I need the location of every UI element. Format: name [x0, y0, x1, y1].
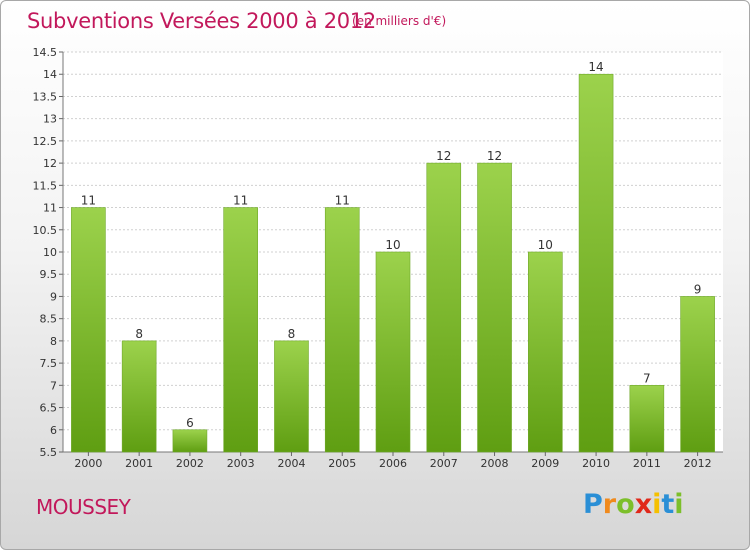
logo-letter: t — [661, 489, 675, 520]
bar — [680, 296, 715, 453]
y-tick-label: 11.5 — [33, 179, 58, 192]
bar — [629, 385, 665, 453]
bar — [274, 340, 309, 453]
logo-letter: i — [674, 489, 684, 520]
y-tick-label: 12.5 — [33, 135, 58, 148]
chart-title: Subventions Versées 2000 à 2012 — [27, 9, 376, 33]
data-label: 12 — [436, 149, 451, 163]
x-tick-label: 2002 — [176, 457, 204, 470]
bar — [528, 251, 563, 453]
bar — [223, 207, 258, 453]
logo-letter: r — [602, 489, 617, 520]
data-label: 8 — [288, 327, 296, 341]
logo-letter: o — [616, 489, 635, 520]
y-tick-label: 9 — [50, 290, 57, 303]
y-tick-label: 12 — [43, 157, 57, 170]
x-tick-label: 2012 — [684, 457, 712, 470]
y-tick-label: 7 — [50, 379, 57, 392]
bar — [426, 162, 462, 453]
bar — [172, 429, 208, 453]
data-label: 7 — [643, 371, 651, 385]
data-label: 11 — [335, 194, 350, 208]
y-tick-label: 6.5 — [40, 402, 58, 415]
y-tick-label: 13 — [43, 113, 57, 126]
bar — [121, 340, 157, 453]
y-tick-label: 11 — [43, 202, 57, 215]
x-tick-label: 2011 — [633, 457, 661, 470]
y-tick-label: 6 — [50, 424, 57, 437]
logo-letter: i — [652, 489, 662, 520]
y-tick-label: 8.5 — [40, 313, 58, 326]
x-tick-label: 2008 — [481, 457, 509, 470]
y-tick-label: 13.5 — [33, 90, 58, 103]
bar — [477, 162, 512, 453]
data-label: 10 — [538, 238, 553, 252]
y-tick-label: 5.5 — [40, 446, 58, 459]
data-label: 11 — [233, 194, 248, 208]
bar — [71, 207, 106, 453]
commune-name: MOUSSEY — [36, 495, 131, 519]
y-tick-label: 10.5 — [33, 224, 58, 237]
data-label: 6 — [186, 416, 194, 430]
y-tick-label: 14 — [43, 68, 57, 81]
y-tick-label: 7.5 — [40, 357, 58, 370]
data-label: 10 — [385, 238, 400, 252]
bar — [324, 207, 360, 453]
x-tick-label: 2007 — [430, 457, 458, 470]
data-label: 14 — [588, 60, 603, 74]
bar — [578, 73, 614, 453]
x-tick-label: 2009 — [531, 457, 559, 470]
x-tick-label: 2004 — [277, 457, 305, 470]
data-label: 12 — [487, 149, 502, 163]
data-label: 9 — [694, 282, 702, 296]
x-tick-label: 2003 — [227, 457, 255, 470]
y-tick-label: 9.5 — [40, 268, 58, 281]
x-tick-label: 2005 — [328, 457, 356, 470]
chart-subtitle: (en milliers d'€) — [352, 14, 447, 28]
x-tick-label: 2010 — [582, 457, 610, 470]
data-label: 8 — [135, 327, 143, 341]
proxiti-logo: Proxiti — [583, 489, 684, 520]
y-tick-label: 10 — [43, 246, 57, 259]
logo-letter: P — [583, 489, 603, 520]
bar — [375, 251, 411, 453]
x-tick-label: 2000 — [74, 457, 102, 470]
y-tick-label: 14.5 — [33, 46, 58, 59]
x-tick-label: 2001 — [125, 457, 153, 470]
y-tick-label: 8 — [50, 335, 57, 348]
data-label: 11 — [81, 194, 96, 208]
logo-letter: x — [634, 489, 653, 520]
x-tick-label: 2006 — [379, 457, 407, 470]
